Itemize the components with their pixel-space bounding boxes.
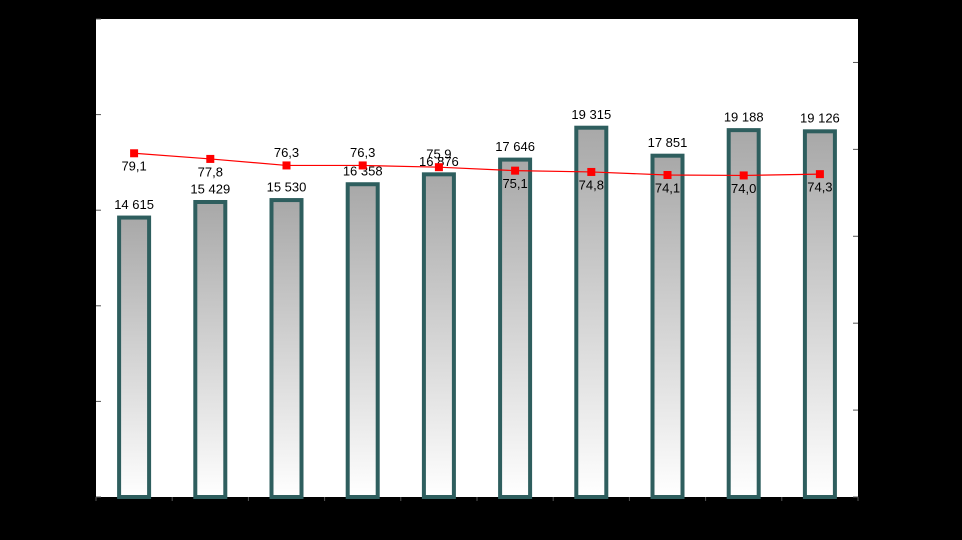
bar <box>421 172 456 500</box>
bar <box>117 215 152 500</box>
y-tick-label: 25000 <box>54 10 90 25</box>
y2-tick-label: 100 <box>864 54 886 69</box>
line-marker <box>434 163 443 172</box>
bar <box>498 157 533 499</box>
line-marker <box>739 171 748 180</box>
line-value-label: 77,8 <box>198 164 223 179</box>
y-tick-label: 0 <box>83 488 90 503</box>
bar-value-label: 17 646 <box>495 139 535 154</box>
line-marker <box>206 154 215 163</box>
bar-value-label: 15 530 <box>267 180 307 195</box>
bar-value-label: 15 429 <box>190 181 230 196</box>
bar-value-label: 17 851 <box>648 135 688 150</box>
line-value-label: 75,9 <box>426 147 451 162</box>
bar <box>193 199 228 499</box>
line-marker <box>663 171 672 180</box>
bar <box>345 182 380 499</box>
y2-tick-label: 0 <box>864 488 871 503</box>
y-tick-label: 5000 <box>61 393 90 408</box>
line <box>134 152 820 177</box>
line-value-label: 74,0 <box>731 181 756 196</box>
y2-tick-label: 60 <box>864 228 878 243</box>
line-marker <box>130 149 139 158</box>
bar <box>802 129 837 499</box>
line-value-label: 74,1 <box>655 180 680 195</box>
line-marker <box>358 161 367 170</box>
bar-value-label: 14 615 <box>114 197 154 212</box>
y-tick-label: 20000 <box>54 106 90 121</box>
y-tick-label: 10000 <box>54 297 90 312</box>
bar <box>726 128 761 500</box>
line-value-label: 76,3 <box>274 145 299 160</box>
line-value-label: 79,1 <box>121 159 146 174</box>
bar <box>574 125 609 499</box>
y2-tick-label: 80 <box>864 141 878 156</box>
line-value-label: 74,3 <box>807 180 832 195</box>
bar-value-label: 16 358 <box>343 164 383 179</box>
bar <box>269 198 304 499</box>
bar-value-label: 16 876 <box>419 154 459 169</box>
line-value-label: 75,1 <box>502 176 527 191</box>
line-value-label: 74,8 <box>579 177 604 192</box>
y2-tick-label: 40 <box>864 315 878 330</box>
bar-value-label: 19 188 <box>724 110 764 125</box>
line-marker <box>587 167 596 176</box>
line-value-label: 76,3 <box>350 145 375 160</box>
y-tick-label: 15000 <box>54 202 90 217</box>
bar-value-label: 19 315 <box>571 107 611 122</box>
line-marker <box>815 170 824 179</box>
y2-tick-label: 20 <box>864 402 878 417</box>
line-marker <box>511 166 520 175</box>
bar <box>650 153 685 499</box>
bar-value-label: 19 126 <box>800 111 840 126</box>
line-marker <box>282 161 291 170</box>
